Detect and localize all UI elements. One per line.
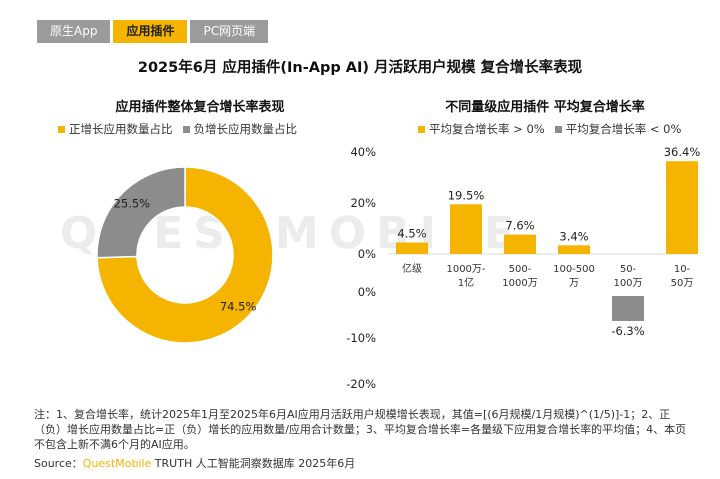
bar-value-label: -6.3% bbox=[611, 324, 644, 338]
source-line: Source：QuestMobile TRUTH 人工智能洞察数据库 2025年… bbox=[34, 455, 355, 471]
bar-chart-title: 不同量级应用插件 平均复合增长率 bbox=[445, 100, 645, 115]
donut-chart-title: 应用插件整体复合增长率表现 bbox=[115, 100, 285, 115]
donut-slice bbox=[96, 166, 274, 344]
x-tick-label: 1000万- bbox=[446, 264, 485, 275]
x-tick-label: 500- bbox=[509, 264, 532, 275]
x-tick-label: 100万 bbox=[613, 278, 642, 289]
page-title: 2025年6月 应用插件(In-App AI) 月活跃用户规模 复合增长率表现 bbox=[137, 60, 583, 76]
y-tick-label-upper: 20% bbox=[350, 196, 376, 210]
legend-label-below-zero: 平均复合增长率 < 0% bbox=[565, 122, 682, 136]
bar bbox=[558, 245, 590, 254]
tab-pc-web[interactable]: PC网页端 bbox=[190, 20, 269, 43]
source-suffix: TRUTH 人工智能洞察数据库 2025年6月 bbox=[151, 457, 356, 470]
bar-value-label: 36.4% bbox=[664, 145, 701, 159]
legend-swatch-above-zero bbox=[418, 125, 425, 133]
x-tick-label: 50万 bbox=[671, 278, 694, 289]
x-tick-label: 亿级 bbox=[402, 262, 422, 275]
x-tick-label: 1亿 bbox=[458, 276, 474, 289]
bar bbox=[666, 161, 698, 254]
donut-legend: 正增长应用数量占比 负增长应用数量占比 bbox=[58, 121, 307, 137]
tab-bar: 原生App 应用插件 PC网页端 bbox=[37, 20, 269, 43]
legend-item-below-zero: 平均复合增长率 < 0% bbox=[554, 121, 682, 137]
tab-app-plugin[interactable]: 应用插件 bbox=[113, 20, 188, 43]
bar-legend: 平均复合增长率 > 0% 平均复合增长率 < 0% bbox=[418, 121, 691, 137]
tab-native-app[interactable]: 原生App bbox=[37, 20, 111, 43]
legend-label-above-zero: 平均复合增长率 > 0% bbox=[429, 122, 545, 136]
bar-value-label: 3.4% bbox=[559, 229, 588, 243]
source-prefix: Source： bbox=[34, 457, 83, 470]
bar-value-label: 19.5% bbox=[448, 188, 485, 202]
legend-item-negative: 负增长应用数量占比 bbox=[182, 121, 298, 137]
donut-slice-label: 25.5% bbox=[114, 197, 151, 211]
bar-value-label: 7.6% bbox=[505, 219, 534, 233]
legend-item-above-zero: 平均复合增长率 > 0% bbox=[418, 121, 545, 137]
legend-swatch-negative bbox=[182, 125, 190, 133]
x-tick-label: 1000万 bbox=[502, 278, 537, 289]
x-tick-label: 万 bbox=[569, 278, 579, 289]
y-tick-label-lower: -10% bbox=[346, 331, 376, 345]
y-tick-label-upper: 40% bbox=[350, 145, 376, 159]
x-tick-label: 100-500 bbox=[553, 264, 595, 275]
y-tick-label-lower: 0% bbox=[358, 285, 376, 299]
legend-item-positive: 正增长应用数量占比 bbox=[58, 121, 173, 137]
footnote: 注：1、复合增长率，统计2025年1月至2025年6月AI应用月活跃用户规模增长… bbox=[34, 408, 687, 451]
bar bbox=[504, 234, 536, 254]
source-brand: QuestMobile bbox=[82, 457, 152, 470]
bar bbox=[612, 296, 644, 321]
y-tick-label-lower: -20% bbox=[346, 377, 376, 391]
legend-label-positive: 正增长应用数量占比 bbox=[69, 122, 173, 136]
bar bbox=[450, 204, 482, 254]
bar-value-label: 4.5% bbox=[397, 227, 426, 241]
x-tick-label: 10- bbox=[674, 264, 691, 275]
donut-slice bbox=[96, 166, 186, 259]
x-tick-label: 50- bbox=[620, 264, 637, 275]
legend-swatch-positive bbox=[58, 125, 65, 133]
y-tick-label-upper: 0% bbox=[358, 247, 376, 261]
donut-slice-label: 74.5% bbox=[220, 299, 257, 313]
legend-swatch-below-zero bbox=[554, 125, 562, 133]
legend-label-negative: 负增长应用数量占比 bbox=[193, 122, 298, 136]
bar bbox=[396, 242, 428, 254]
